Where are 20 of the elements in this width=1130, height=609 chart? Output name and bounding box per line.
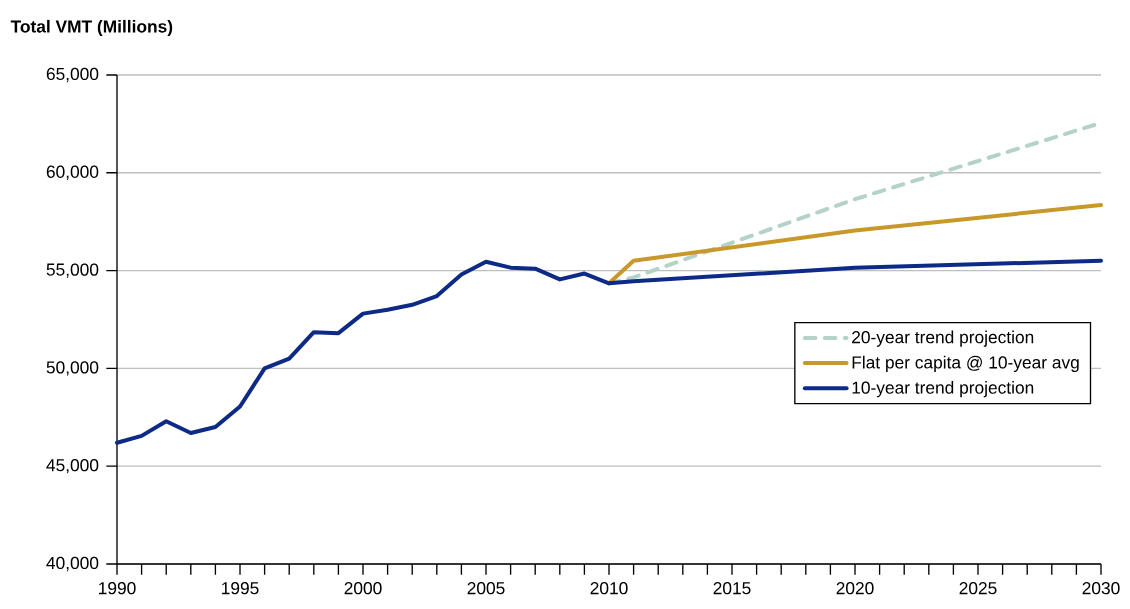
y-tick-label: 65,000	[46, 67, 99, 83]
x-tick-label: 2015	[713, 582, 751, 595]
x-tick-label: 2005	[467, 582, 505, 595]
y-axis-title: Total VMT (Millions)	[10, 19, 173, 37]
y-tick-label: 45,000	[46, 459, 99, 474]
x-tick-label: 2010	[590, 582, 628, 595]
x-tick-label: 2025	[959, 582, 997, 595]
legend-label: 10-year trend projection	[852, 381, 1034, 398]
legend-label: 20-year trend projection	[852, 330, 1034, 347]
x-tick-label: 2000	[344, 582, 382, 595]
y-tick-label: 50,000	[46, 361, 99, 376]
x-tick-label: 1990	[99, 582, 136, 595]
x-tick-label: 2030	[1082, 582, 1120, 595]
y-tick-label: 40,000	[46, 556, 99, 572]
x-tick-label: 2020	[836, 582, 874, 595]
y-tick-label: 55,000	[46, 263, 99, 278]
x-tick-label: 1995	[222, 582, 259, 595]
line-series	[115, 258, 1103, 445]
legend-label: Flat per capita @ 10-year avg	[852, 355, 1079, 372]
y-tick-label: 60,000	[46, 165, 99, 180]
